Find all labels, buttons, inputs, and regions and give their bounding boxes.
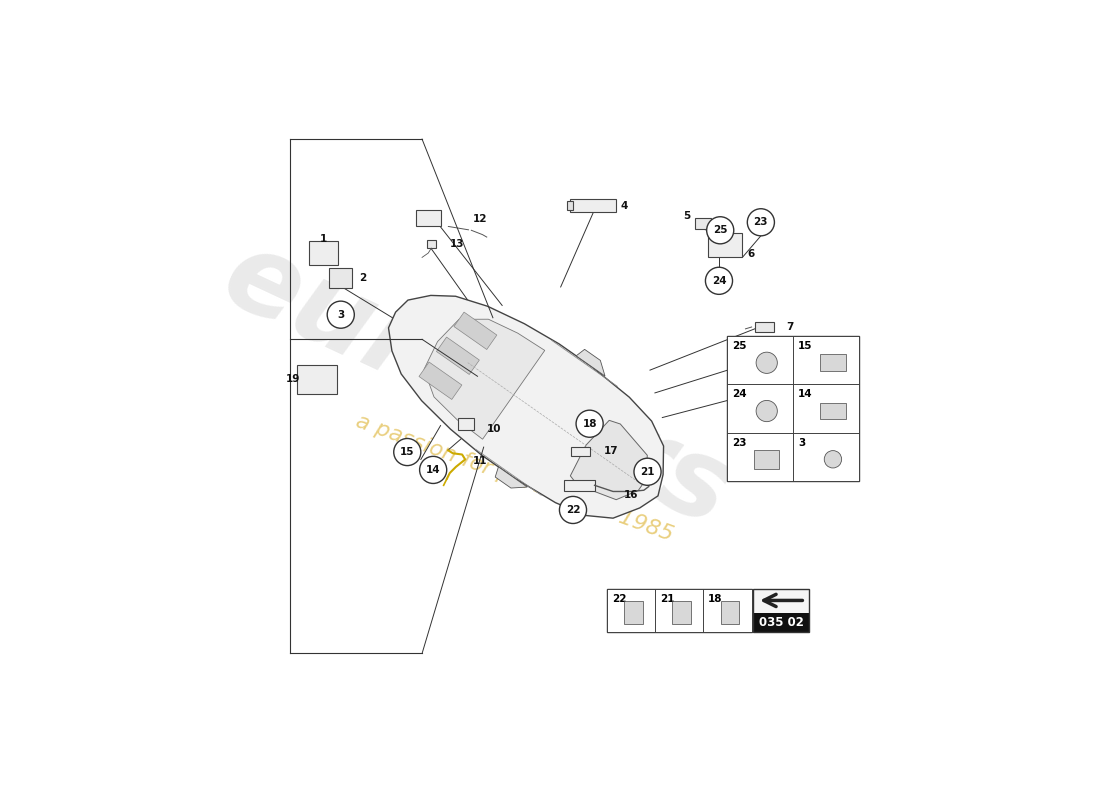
Text: 3: 3: [799, 438, 805, 448]
Bar: [297, 365, 338, 394]
Text: 2: 2: [360, 273, 366, 282]
Bar: [727, 336, 859, 481]
Polygon shape: [576, 350, 605, 376]
Bar: [459, 418, 474, 430]
Bar: [820, 354, 846, 371]
Circle shape: [824, 450, 842, 468]
Bar: [793, 433, 859, 481]
Bar: [720, 601, 739, 624]
Polygon shape: [437, 337, 480, 374]
Text: 11: 11: [473, 456, 487, 466]
Polygon shape: [570, 420, 647, 500]
Text: eurocars: eurocars: [207, 222, 748, 550]
Text: 25: 25: [713, 226, 727, 235]
Text: 21: 21: [660, 594, 674, 604]
Bar: [309, 241, 339, 266]
Text: 18: 18: [708, 594, 723, 604]
Bar: [570, 199, 616, 213]
Text: 6: 6: [747, 249, 755, 258]
Bar: [427, 239, 436, 248]
Text: 24: 24: [732, 390, 747, 399]
Text: 14: 14: [799, 390, 813, 399]
Circle shape: [756, 352, 778, 374]
Bar: [416, 210, 440, 226]
Text: 1: 1: [320, 234, 327, 244]
Bar: [566, 201, 573, 210]
Polygon shape: [454, 312, 497, 350]
Text: 16: 16: [624, 490, 639, 500]
Text: 19: 19: [286, 374, 300, 384]
Text: 15: 15: [400, 447, 415, 457]
Bar: [329, 268, 352, 287]
Bar: [703, 589, 751, 632]
Polygon shape: [495, 467, 527, 488]
Circle shape: [327, 301, 354, 328]
Bar: [672, 601, 691, 624]
Text: a passion for parts since 1985: a passion for parts since 1985: [353, 411, 675, 545]
Text: 5: 5: [683, 210, 691, 221]
Polygon shape: [388, 295, 663, 518]
Circle shape: [419, 456, 447, 483]
Bar: [607, 589, 656, 632]
Circle shape: [634, 458, 661, 486]
Bar: [793, 336, 859, 385]
Bar: [754, 589, 808, 632]
Text: 12: 12: [473, 214, 487, 224]
Text: 21: 21: [640, 466, 654, 477]
Text: 22: 22: [612, 594, 626, 604]
Text: 3: 3: [337, 310, 344, 320]
Bar: [793, 385, 859, 433]
Circle shape: [394, 438, 421, 466]
Bar: [708, 233, 742, 258]
Bar: [754, 613, 808, 632]
Circle shape: [706, 217, 734, 244]
Circle shape: [756, 401, 778, 422]
Bar: [656, 589, 703, 632]
Text: 035 02: 035 02: [759, 616, 804, 629]
Text: 22: 22: [565, 505, 580, 515]
Circle shape: [560, 496, 586, 523]
Bar: [755, 450, 779, 469]
Bar: [607, 589, 751, 632]
Text: 4: 4: [620, 201, 628, 210]
Text: 15: 15: [799, 341, 813, 351]
Bar: [727, 433, 793, 481]
Bar: [624, 601, 642, 624]
Bar: [695, 218, 711, 229]
Text: 13: 13: [450, 239, 464, 249]
Text: 14: 14: [426, 465, 440, 475]
Text: 24: 24: [712, 276, 726, 286]
Circle shape: [705, 267, 733, 294]
Circle shape: [576, 410, 603, 438]
Polygon shape: [419, 362, 462, 399]
Bar: [571, 446, 590, 456]
Bar: [757, 356, 784, 366]
Bar: [755, 322, 774, 332]
Text: 9: 9: [727, 399, 734, 409]
Text: 10: 10: [486, 424, 502, 434]
Polygon shape: [424, 319, 544, 439]
Text: 18: 18: [582, 418, 597, 429]
Text: 23: 23: [754, 218, 768, 227]
Bar: [727, 385, 793, 433]
Text: 25: 25: [732, 341, 747, 351]
Text: 23: 23: [732, 438, 747, 448]
Bar: [563, 480, 595, 491]
Text: 8: 8: [786, 356, 794, 366]
Bar: [736, 392, 773, 403]
Circle shape: [747, 209, 774, 236]
Text: 17: 17: [604, 446, 618, 457]
Bar: [820, 402, 846, 419]
Bar: [727, 336, 793, 385]
Bar: [754, 589, 808, 613]
Text: 7: 7: [786, 322, 794, 332]
